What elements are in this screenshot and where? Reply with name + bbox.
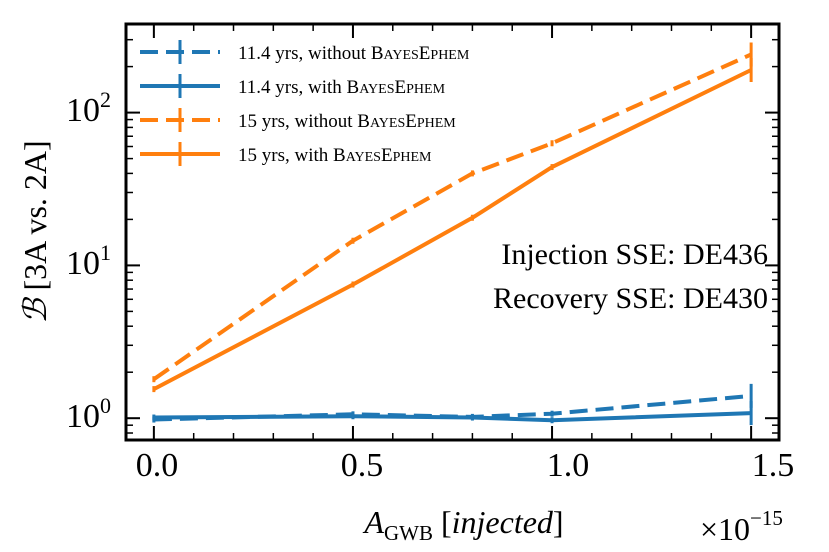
plot-frame (124, 22, 781, 442)
y-tick-label: 101 (66, 240, 111, 282)
x-axis-label: AGWB [injected] (362, 504, 563, 545)
legend-label: 15 yrs, without BAYESEPHEM (238, 111, 456, 132)
legend-item: 11.4 yrs, without BAYESEPHEM (140, 40, 470, 64)
legend-item: 15 yrs, without BAYESEPHEM (140, 108, 456, 132)
annotation-recovery: Recovery SSE: DE430 (493, 282, 768, 315)
axis-ticks (126, 24, 779, 440)
annotation-injection: Injection SSE: DE436 (501, 238, 768, 271)
legend-label: 11.4 yrs, with BAYESEPHEM (238, 77, 446, 98)
series-layer (152, 42, 753, 426)
x-tick-labels: 0.0 0.5 1.0 1.5 (136, 447, 795, 484)
series-line-2 (152, 52, 752, 381)
legend: 11.4 yrs, without BAYESEPHEM 11.4 yrs, wi… (140, 40, 470, 166)
x-tick-label: 1.0 (547, 447, 590, 484)
y-tick-label: 100 (66, 393, 111, 435)
y-axis-label: ℬ [3A vs. 2A] (16, 140, 54, 323)
x-tick-label: 1.5 (752, 447, 795, 484)
x-tick-label: 0.5 (341, 447, 384, 484)
legend-item: 11.4 yrs, with BAYESEPHEM (140, 74, 446, 98)
legend-item: 15 yrs, with BAYESEPHEM (140, 142, 432, 166)
legend-label: 11.4 yrs, without BAYESEPHEM (238, 43, 470, 64)
y-tick-label: 102 (66, 87, 111, 129)
legend-label: 15 yrs, with BAYESEPHEM (238, 145, 432, 166)
x-tick-label: 0.0 (136, 447, 179, 484)
x-scale-multiplier: ×10−15 (700, 506, 783, 547)
y-tick-labels: 100 101 102 (66, 87, 111, 435)
